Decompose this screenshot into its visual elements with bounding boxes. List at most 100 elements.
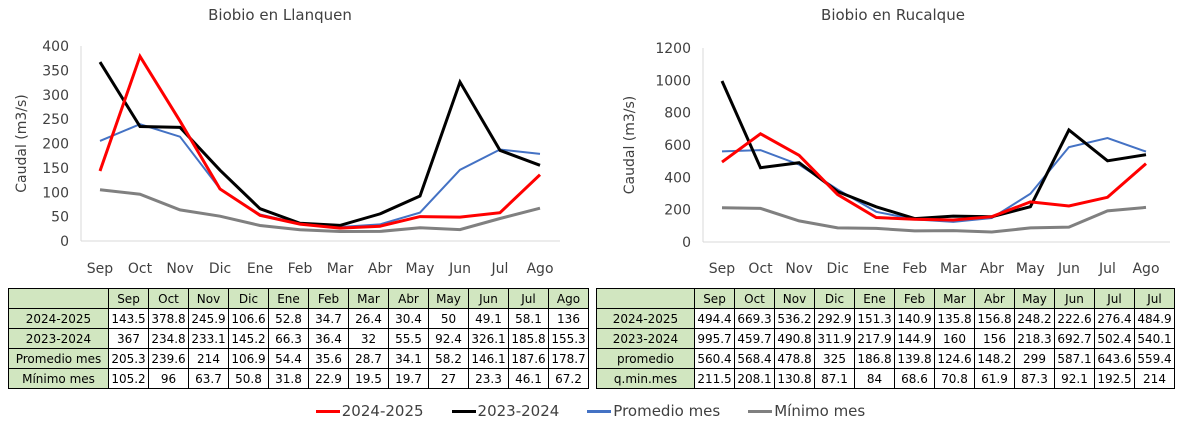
table-cell: 92.1 [1054, 368, 1095, 389]
column-header: Jul [1094, 288, 1135, 309]
legend-swatch [587, 409, 612, 413]
table-cell: 55.5 [388, 328, 429, 349]
column-header: Oct [734, 288, 775, 309]
table-cell: 46.1 [508, 368, 549, 389]
column-header: Mar [348, 288, 389, 309]
column-header: Jul [1134, 288, 1175, 309]
y-tick-label: 350 [42, 63, 69, 79]
column-header: Oct [148, 288, 189, 309]
table-cell: 87.3 [1014, 368, 1055, 389]
chart-title: Biobio en Rucalque [821, 6, 965, 24]
x-tick-label: Jul [1098, 261, 1116, 277]
x-tick-label: May [1016, 261, 1045, 277]
table-cell: 63.7 [188, 368, 229, 389]
table-cell: 70.8 [934, 368, 975, 389]
table-cell: 139.8 [894, 348, 935, 369]
table-cell: 378.8 [148, 308, 189, 329]
series-line-m-nimo-mes [99, 188, 541, 234]
table-cell: 292.9 [814, 308, 855, 329]
table-cell: 186.8 [854, 348, 895, 369]
table-cell: 178.7 [548, 348, 589, 369]
row-label: Promedio mes [8, 348, 109, 369]
table-cell: 136 [548, 308, 589, 329]
column-header: Ene [854, 288, 895, 309]
table-cell: 156.8 [974, 308, 1015, 329]
x-tick-label: Ene [247, 261, 273, 277]
row-label: 2023-2024 [8, 328, 109, 349]
column-header: Jun [1054, 288, 1095, 309]
table-corner [8, 288, 109, 309]
x-tick-label: Ago [526, 261, 553, 277]
column-header: Dic [228, 288, 269, 309]
column-header: Feb [894, 288, 935, 309]
y-axis-label: Caudal (m3/s) [14, 94, 30, 193]
x-tick-label: Nov [785, 261, 812, 277]
legend-swatch [748, 409, 773, 413]
table-header-row: Sep Oct Nov Dic Ene Feb Mar Abr May Jun Jul Jul [596, 288, 1175, 309]
chart-title: Biobio en Llanquen [208, 6, 352, 24]
table-cell: 326.1 [468, 328, 509, 349]
table-cell: 494.4 [694, 308, 735, 329]
table-cell: 560.4 [694, 348, 735, 369]
y-tick-label: 200 [42, 137, 69, 153]
table-cell: 208.1 [734, 368, 775, 389]
table-cell: 160 [934, 328, 975, 349]
table-cell: 35.6 [308, 348, 349, 369]
series-line-2024-2025 [721, 132, 1147, 222]
table-cell: 140.9 [894, 308, 935, 329]
x-tick-label: Sep [709, 261, 736, 277]
table-cell: 58.1 [508, 308, 549, 329]
column-header: May [1014, 288, 1055, 309]
legend: 2024-2025 2023-2024 Promedio mes Mínimo mes [0, 402, 1181, 420]
y-tick-label: 250 [42, 112, 69, 128]
table-rucalque: Sep Oct Nov Dic Ene Feb Mar Abr May Jun Jul Jul 2024… [596, 288, 1175, 389]
table-cell: 234.8 [148, 328, 189, 349]
row-label: q.min.mes [596, 368, 695, 389]
table-cell: 155.3 [548, 328, 589, 349]
table-cell: 151.3 [854, 308, 895, 329]
table-cell: 66.3 [268, 328, 309, 349]
table-cell: 30.4 [388, 308, 429, 329]
table-cell: 92.4 [428, 328, 469, 349]
x-tick-label: Sep [87, 261, 114, 277]
x-tick-label: Mar [327, 261, 354, 277]
y-tick-label: 800 [664, 106, 691, 122]
x-tick-label: Abr [980, 261, 1004, 277]
table-cell: 135.8 [934, 308, 975, 329]
table-cell: 22.9 [308, 368, 349, 389]
table-cell: 502.4 [1094, 328, 1135, 349]
column-header: Nov [188, 288, 229, 309]
table-cell: 32 [348, 328, 389, 349]
row-label: 2024-2025 [596, 308, 695, 329]
chart-llanquen: Biobio en Llanquen Caudal (m3/s) 0 50 100 150… [14, 6, 560, 277]
table-cell: 214 [1134, 368, 1175, 389]
y-tick-label: 1000 [655, 73, 691, 89]
row-label: Mínimo mes [8, 368, 109, 389]
table-cell: 233.1 [188, 328, 229, 349]
column-header: Ago [548, 288, 589, 309]
table-row: Promedio mes 205.3 239.6 214 106.9 54.4 35.6 28… [8, 348, 589, 369]
table-llanquen: Sep Oct Nov Dic Ene Feb Mar Abr May Jun Jul Ago 2024… [8, 288, 589, 389]
chart-rucalque: Biobio en Rucalque Caudal (m3/s) 0 200 400 60… [622, 6, 1170, 277]
table-cell: 643.6 [1094, 348, 1135, 369]
table-row: q.min.mes 211.5 208.1 130.8 87.1 84 68.6 70.8 61… [596, 368, 1175, 389]
table-cell: 299 [1014, 348, 1055, 369]
column-header: Jul [508, 288, 549, 309]
table-cell: 156 [974, 328, 1015, 349]
x-tick-label: Jun [1057, 261, 1080, 277]
table-cell: 106.9 [228, 348, 269, 369]
table-row: 2024-2025 494.4 669.3 536.2 292.9 151.3 140.9 1… [596, 308, 1175, 329]
x-tick-label: Ago [1132, 261, 1159, 277]
table-cell: 23.3 [468, 368, 509, 389]
x-tick-label: Jun [448, 261, 471, 277]
table-cell: 211.5 [694, 368, 735, 389]
y-tick-label: 200 [664, 203, 691, 219]
table-cell: 218.3 [1014, 328, 1055, 349]
y-tick-label: 0 [682, 235, 691, 251]
y-tick-label: 1200 [655, 41, 691, 57]
y-tick-label: 100 [42, 185, 69, 201]
table-cell: 124.6 [934, 348, 975, 369]
table-cell: 148.2 [974, 348, 1015, 369]
table-cell: 559.4 [1134, 348, 1175, 369]
table-cell: 478.8 [774, 348, 815, 369]
